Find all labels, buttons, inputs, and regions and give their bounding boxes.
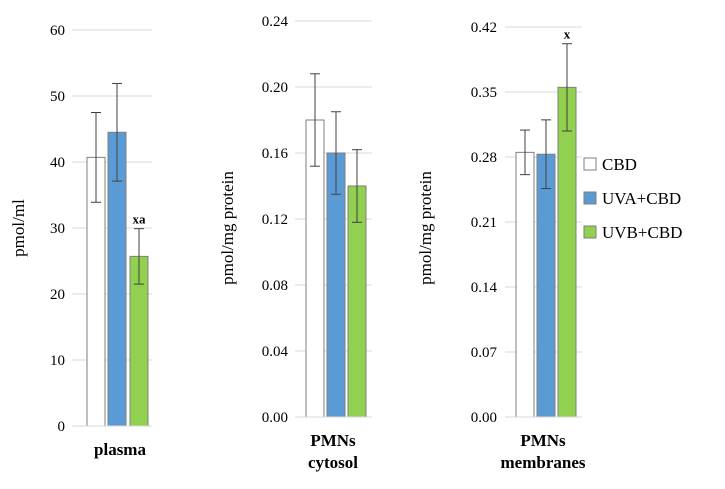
panel-label: membranes <box>501 453 586 472</box>
y-tick-label: 0.08 <box>262 278 288 294</box>
y-tick-label: 60 <box>50 23 65 39</box>
panel-label: PMNs <box>520 431 566 450</box>
y-tick-label: 0 <box>58 419 66 435</box>
y-tick-label: 0.00 <box>262 410 288 426</box>
panel-label: cytosol <box>308 453 358 472</box>
y-tick-label: 0.20 <box>262 80 288 96</box>
y-tick-label: 30 <box>50 221 65 237</box>
significance-annotation: x <box>564 27 571 42</box>
y-tick-label: 40 <box>50 155 65 171</box>
y-tick-label: 0.12 <box>262 212 288 228</box>
y-axis-label: pmol/mg protein <box>416 171 435 285</box>
y-tick-label: 0.07 <box>471 345 498 361</box>
legend-swatch-uva-cbd <box>583 191 597 205</box>
bar-cbd <box>515 151 535 418</box>
y-tick-label: 0.24 <box>262 14 289 30</box>
y-tick-label: 0.00 <box>471 410 497 426</box>
panel-label: plasma <box>94 440 146 459</box>
y-tick-label: 0.42 <box>471 20 497 36</box>
legend-swatch-uvb-cbd <box>583 225 597 239</box>
legend-label: UVA+CBD <box>602 189 681 208</box>
bar-uvb-cbd <box>557 86 577 418</box>
y-axis-label: pmol/mg protein <box>218 171 237 285</box>
panel-label: PMNs <box>310 431 356 450</box>
y-tick-label: 10 <box>50 353 65 369</box>
bar-uva-cbd <box>536 153 556 418</box>
legend-label: CBD <box>602 155 637 174</box>
y-tick-label: 20 <box>50 287 65 303</box>
y-tick-label: 0.21 <box>471 215 497 231</box>
y-tick-label: 0.16 <box>262 146 289 162</box>
y-tick-label: 0.35 <box>471 85 497 101</box>
legend-label: UVB+CBD <box>602 223 682 242</box>
y-tick-label: 50 <box>50 89 65 105</box>
y-axis-label: pmol/ml <box>9 199 28 257</box>
y-tick-label: 0.04 <box>262 344 289 360</box>
significance-annotation: xa <box>133 212 147 227</box>
legend-swatch-cbd <box>583 157 597 171</box>
y-tick-label: 0.14 <box>471 280 498 296</box>
y-tick-label: 0.28 <box>471 150 497 166</box>
